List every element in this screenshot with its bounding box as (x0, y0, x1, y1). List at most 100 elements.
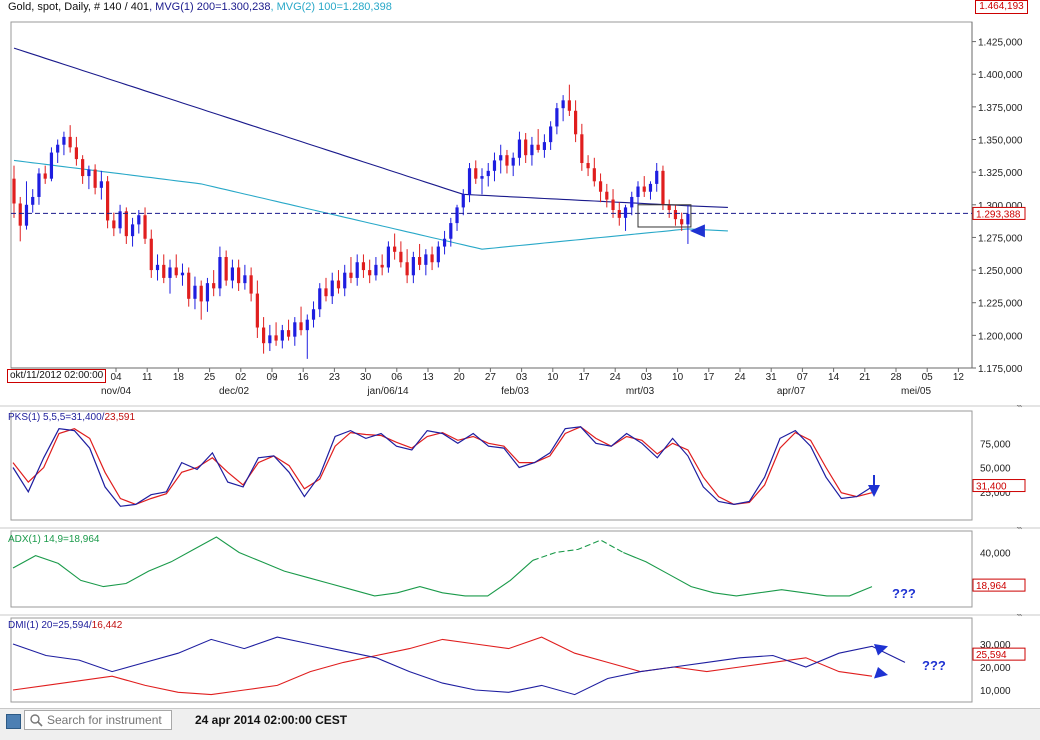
candle-body (205, 283, 210, 302)
mvg1-label: , MVG(1) 200=1.300,238 (149, 1, 271, 13)
candle-body (330, 280, 334, 297)
candle-body (530, 144, 534, 156)
candle-body (249, 275, 253, 294)
candle-body (62, 136, 66, 145)
current-price-label: 1.293,388 (976, 209, 1021, 220)
candle-body (474, 168, 478, 179)
dmi-plus-line (12, 636, 906, 696)
search-box[interactable] (24, 710, 172, 730)
candle-body (87, 169, 91, 177)
adx-line-dashed (532, 539, 624, 561)
candle-body (630, 196, 634, 208)
time-tick-label: 28 (890, 372, 902, 383)
candle-body (99, 181, 103, 188)
candle-body (268, 335, 272, 344)
time-tick-label: 07 (797, 372, 809, 383)
price-chart-svg[interactable]: 1.425,000 1.400,000 1.375,000 1.350,000 1.32… (0, 0, 1040, 400)
candle-body (567, 100, 571, 111)
candle-body (536, 144, 540, 150)
price-tick-label: 1.425,000 (978, 38, 1023, 49)
candle-body (12, 178, 16, 204)
candle-body (218, 257, 222, 289)
candle-body (393, 246, 397, 252)
candle-body (293, 322, 297, 337)
pks-current-badge (972, 479, 1026, 493)
candle-body (243, 275, 247, 284)
time-tick-label: 11 (142, 372, 153, 383)
candle-body (311, 309, 316, 320)
time-tick-label: 03 (641, 372, 653, 383)
main-chart-panel[interactable]: Gold, spot, Daily, # 140 / 401, MVG(1) 2… (0, 0, 1040, 400)
price-tick-label: 1.400,000 (978, 70, 1023, 81)
dmi-chart-svg[interactable]: « 30,000 20,000 10,000 25,594 (0, 614, 1040, 704)
candle-body (405, 262, 409, 276)
time-tick-label: 03 (516, 372, 528, 383)
time-tick-label: 31 (766, 372, 778, 383)
candle-body (524, 139, 528, 156)
candle-body (49, 152, 54, 179)
arrow-up-icon (874, 644, 888, 656)
search-input[interactable] (47, 712, 169, 728)
price-tick-label: 1.300,000 (978, 201, 1023, 212)
candle-body (605, 191, 609, 200)
candle-body (168, 267, 172, 278)
price-tick-label: 1.200,000 (978, 331, 1023, 342)
price-tick-label: 1.325,000 (978, 168, 1023, 179)
corner-price-value: 1.464,193 (979, 1, 1024, 12)
candle-body (130, 224, 135, 237)
time-tick-label: 14 (828, 372, 840, 383)
candle-body (374, 264, 378, 276)
adx-current-label: 18,964 (976, 581, 1007, 592)
candle-body (324, 288, 328, 297)
candle-body (106, 181, 110, 221)
candle-body (193, 285, 197, 299)
candle-body (137, 215, 141, 225)
time-tick-label: 25 (204, 372, 216, 383)
adx-frame (10, 530, 973, 608)
candle-body (586, 163, 590, 169)
candle-body (361, 262, 366, 271)
month-label: mei/05 (901, 386, 931, 397)
time-tick-label: 21 (859, 372, 871, 383)
dmi-label-red: 16,442 (91, 620, 123, 631)
candle-body (449, 223, 453, 239)
instrument-name: Gold, spot (8, 1, 59, 13)
bar-count: , # 140 / 401 (87, 1, 150, 13)
candle-body (411, 257, 415, 276)
candle-body (43, 173, 47, 179)
adx-annotation: ??? (892, 586, 916, 601)
pks-frame (10, 410, 973, 521)
cursor-date-label: okt/11/2012 02:00:00 (7, 369, 107, 383)
adx-chart-svg[interactable]: « 40,000 18,964 (0, 527, 1040, 610)
candle-body (661, 170, 665, 205)
dmi-annotation: ??? (922, 658, 946, 673)
month-label: mrt/03 (626, 386, 655, 397)
price-tick-label: 1.250,000 (978, 266, 1023, 277)
month-label: jan/06/14 (366, 386, 409, 397)
candle-body (467, 168, 472, 195)
dmi-panel[interactable]: « 30,000 20,000 10,000 25,594 DMI(1) 20=25,5… (0, 614, 1040, 704)
candle-body (648, 183, 653, 192)
pks-current-label: 31,400 (976, 482, 1007, 493)
candle-body (124, 211, 128, 237)
candle-body (499, 155, 503, 161)
candle-body (212, 283, 216, 289)
candle-body (174, 267, 178, 276)
candle-body (511, 157, 515, 166)
candle-body (680, 219, 684, 225)
square-icon[interactable] (6, 714, 21, 729)
candle-body (286, 330, 291, 337)
adx-tick-label: 40,000 (980, 549, 1011, 560)
candle-body (430, 254, 434, 263)
candle-body (349, 272, 353, 278)
candle-body (461, 194, 465, 208)
month-label: apr/07 (777, 386, 806, 397)
candle-body (598, 181, 603, 192)
candle-body (224, 257, 228, 281)
candle-body (149, 238, 153, 271)
dmi-current-badge (972, 647, 1026, 661)
adx-panel[interactable]: « 40,000 18,964 ADX(1) 14,9=18,964 ??? (0, 527, 1040, 610)
time-tick-label: 05 (922, 372, 934, 383)
